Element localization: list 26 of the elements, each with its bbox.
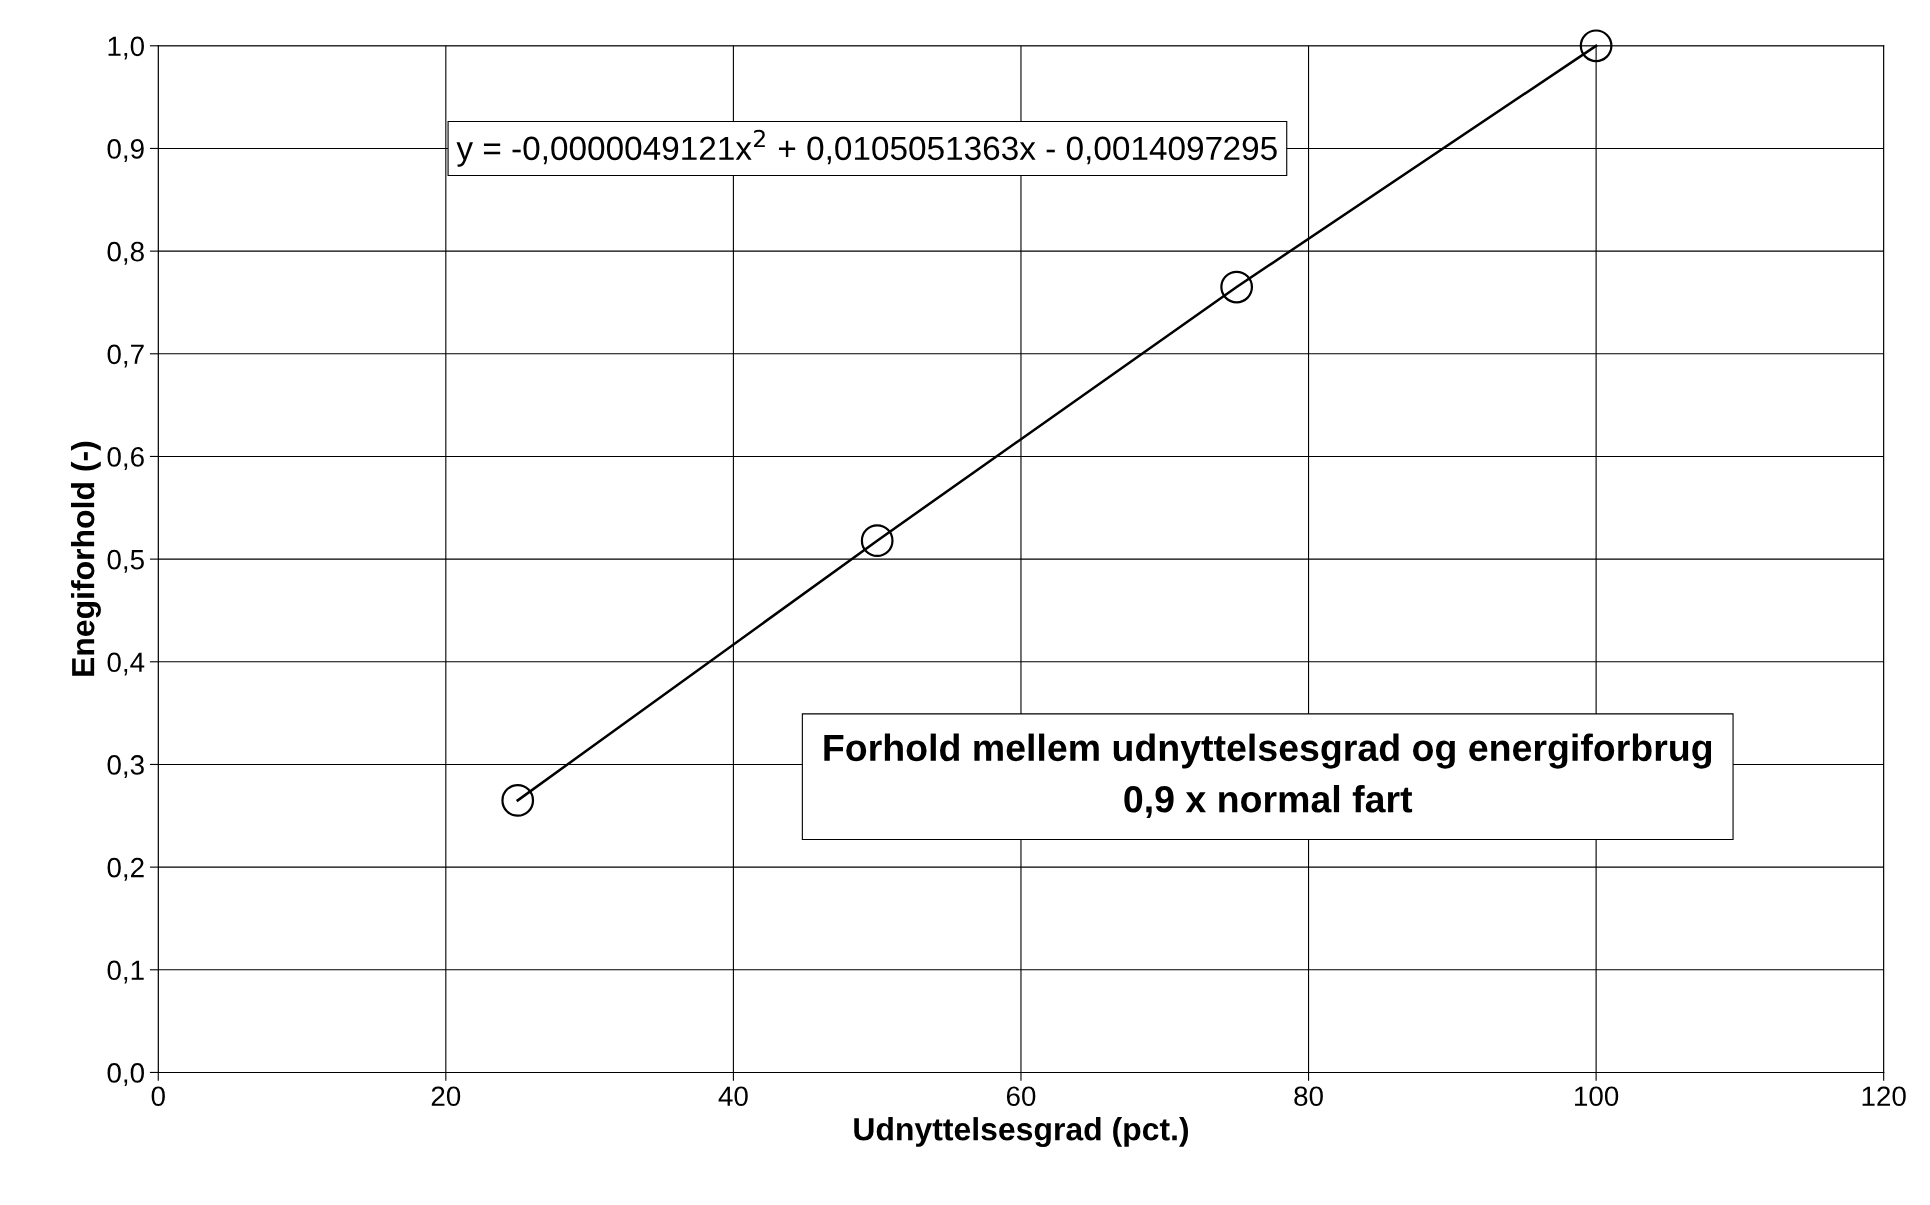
point [1220, 270, 1254, 304]
point [501, 784, 535, 817]
y-tick-label: 0,7 [107, 344, 144, 368]
y-tick-label: 0,1 [107, 960, 144, 984]
y-tick-label: 0,4 [107, 652, 145, 676]
y-axis-title: Enegiforhold (-) [70, 441, 101, 676]
x-tick-label: 0 [151, 1086, 165, 1107]
x-tick-label: 40 [718, 1086, 748, 1107]
point [860, 524, 894, 558]
point [1579, 29, 1613, 63]
y-tick-label: 0,8 [107, 241, 144, 265]
y-tick-label: 0,5 [107, 549, 144, 573]
annotation: y = -0,0000049121x$^{2}$ + 0,0105051363x - 0,0014097295 [456, 129, 1277, 167]
text: Forhold mellem udnyttelsesgrad og energiforbrug 0,9 x normal fart [824, 733, 1712, 818]
x-tick-label: 60 [1006, 1086, 1036, 1107]
x-tick-label: 100 [1575, 1086, 1619, 1107]
x-tick-label: 120 [1862, 1086, 1906, 1107]
y-tick-label: 0,3 [107, 755, 144, 779]
x-tick-label: 80 [1294, 1086, 1323, 1107]
y-tick-label: 0,6 [107, 447, 144, 471]
y-tick-label: 0,9 [107, 139, 144, 163]
y-tick-label: 1,0 [108, 36, 144, 60]
y-tick-label: 0,2 [107, 857, 144, 881]
y-tick-label: 0,0 [107, 1063, 144, 1087]
x-tick-label: 20 [431, 1086, 461, 1107]
x-axis-title: Udnyttelsesgrad (pct.) [854, 1117, 1189, 1148]
